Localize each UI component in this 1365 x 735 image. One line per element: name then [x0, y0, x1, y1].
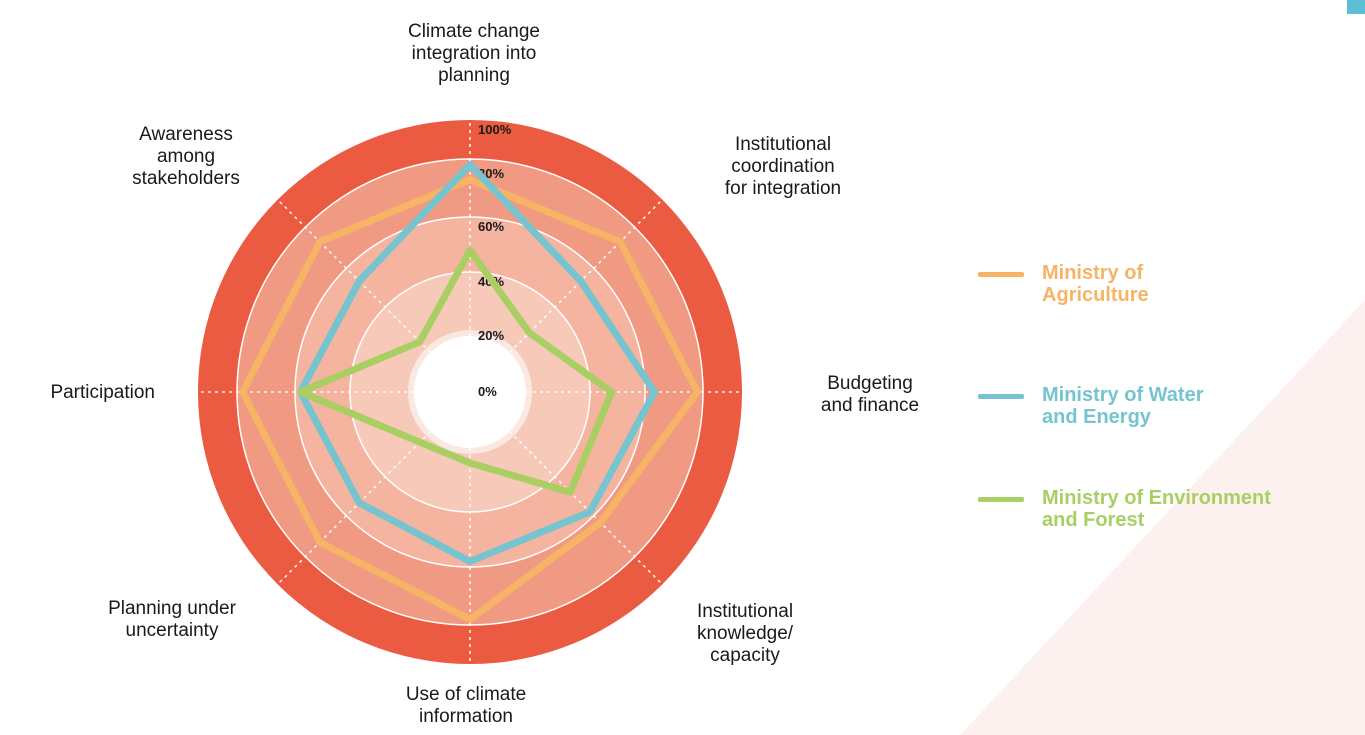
radar-spoke-6 [277, 431, 431, 585]
legend-item-environment-forest: Ministry of Environment and Forest [978, 487, 1271, 531]
series-line-3 [297, 246, 616, 496]
axis-label-7: Participation [50, 382, 155, 403]
axis-label-4: Institutional knowledge/capacity [697, 601, 794, 666]
axis-label-3: Budgeting and finance [821, 373, 919, 416]
axis-label-5: Use of climate information [406, 684, 526, 727]
legend-swatch-water-energy [978, 394, 1024, 399]
axis-label-1: Climate change integration into planning [408, 21, 540, 86]
radar-chart: 0%20%40%60%80%100%Climate change integrat… [50, 21, 919, 727]
radar-center [414, 336, 526, 448]
tick-label-5: 100% [478, 122, 512, 137]
legend-item-agriculture: Ministry of Agriculture [978, 262, 1149, 306]
corner-accent [1347, 0, 1365, 14]
radar-spoke-4 [509, 431, 663, 585]
legend-swatch-environment-forest [978, 497, 1024, 502]
legend-swatch-agriculture [978, 272, 1024, 277]
legend-item-water-energy: Ministry of Water and Energy [978, 384, 1204, 428]
tick-label-1: 20% [478, 328, 504, 343]
legend-label-agriculture: Ministry of Agriculture [1042, 262, 1149, 306]
series-line-1 [239, 176, 701, 623]
radar-spoke-8 [277, 199, 431, 353]
radar-spoke-2 [509, 199, 663, 353]
axis-label-6: Planning under uncertainty [108, 598, 236, 641]
legend-label-water-energy: Ministry of Water and Energy [1042, 384, 1204, 428]
series-line-2 [297, 161, 658, 565]
tick-label-0: 0% [478, 384, 497, 399]
axis-label-8: Awareness among stakeholders [132, 124, 240, 189]
legend-label-environment-forest: Ministry of Environment and Forest [1042, 487, 1271, 531]
axis-label-2: Institutional coordination for integration [725, 134, 841, 199]
tick-label-3: 60% [478, 219, 504, 234]
